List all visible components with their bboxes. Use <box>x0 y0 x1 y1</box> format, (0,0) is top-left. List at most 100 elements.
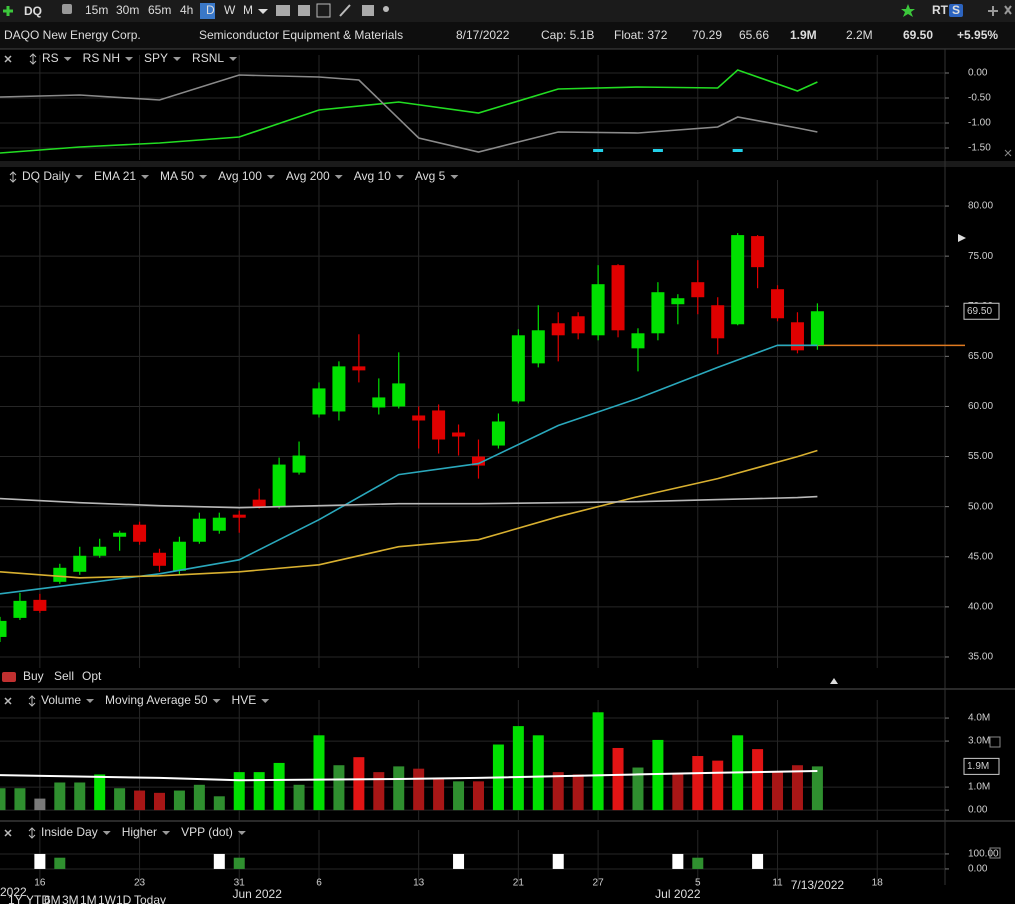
dropdown-icon[interactable] <box>334 175 343 179</box>
legend-entry[interactable]: Inside Day <box>41 825 98 839</box>
dropdown-icon[interactable] <box>237 831 246 835</box>
interval-button[interactable]: M <box>243 3 253 17</box>
interval-button[interactable]: 15m <box>85 3 108 17</box>
close-icon[interactable] <box>1004 5 1012 15</box>
settings-icon[interactable] <box>1004 149 1012 157</box>
close-panel-icon[interactable] <box>4 55 12 63</box>
candle-body <box>392 383 406 407</box>
dropdown-icon[interactable] <box>125 57 134 61</box>
dropdown-icon[interactable] <box>102 831 111 835</box>
y-tick-label: 35.00 <box>968 652 993 663</box>
legend-entry[interactable]: DQ Daily <box>22 169 70 183</box>
legend-entry[interactable]: Avg 100 <box>218 169 262 183</box>
resize-icon[interactable] <box>9 171 17 183</box>
x-tick-label: 27 <box>593 878 605 889</box>
interval-button[interactable]: D <box>206 3 215 17</box>
period-button[interactable]: 1W <box>98 893 117 904</box>
bar <box>552 853 564 869</box>
scroll-marker <box>830 678 838 684</box>
legend-entry[interactable]: VPP (dot) <box>181 825 233 839</box>
close-panel-icon[interactable] <box>4 829 12 837</box>
settings-icon[interactable] <box>989 736 1001 748</box>
legend-entry[interactable]: EMA 21 <box>94 169 136 183</box>
tool-icon[interactable] <box>276 5 290 16</box>
interval-button[interactable]: 30m <box>116 3 139 17</box>
order-button[interactable]: Buy <box>23 669 44 683</box>
period-button[interactable]: 1Y <box>8 893 23 904</box>
interval-button[interactable]: 65m <box>148 3 171 17</box>
candle-body <box>152 552 166 566</box>
resize-icon[interactable] <box>29 53 37 65</box>
resize-icon[interactable] <box>28 695 36 707</box>
toolbar-badge[interactable]: S <box>952 3 960 17</box>
period-button[interactable]: Today <box>134 893 166 904</box>
quote-float: Float: 372 <box>614 28 668 42</box>
bar <box>293 784 305 811</box>
resize-icon[interactable] <box>28 827 36 839</box>
s-badge[interactable] <box>949 4 963 17</box>
legend-entry[interactable]: Volume <box>41 693 81 707</box>
year-label: 2022 <box>0 885 27 899</box>
x-tick-label: 13 <box>413 878 425 889</box>
settings-icon[interactable] <box>989 847 1001 859</box>
move-icon[interactable] <box>988 6 998 16</box>
legend-entry[interactable]: HVE <box>232 693 257 707</box>
dropdown-icon[interactable] <box>258 9 268 14</box>
dropdown-icon[interactable] <box>75 175 84 179</box>
order-icon[interactable] <box>2 672 16 682</box>
bar <box>0 788 6 811</box>
order-button[interactable]: Sell <box>54 669 74 683</box>
legend-entry[interactable]: MA 50 <box>160 169 194 183</box>
toolbar-badge[interactable]: RT <box>932 3 949 17</box>
bar <box>153 792 165 811</box>
candle-body <box>33 599 47 611</box>
legend-entry[interactable]: Avg 10 <box>354 169 391 183</box>
add-icon[interactable] <box>3 6 13 16</box>
interval-button[interactable]: 4h <box>180 3 193 17</box>
dropdown-icon[interactable] <box>229 57 238 61</box>
dropdown-icon[interactable] <box>266 175 275 179</box>
candle-body <box>611 265 625 331</box>
dropdown-icon[interactable] <box>261 699 270 703</box>
legend-entry[interactable]: SPY <box>144 51 168 65</box>
legend-entry[interactable]: Higher <box>122 825 157 839</box>
menu-icon[interactable] <box>62 4 72 14</box>
dropdown-icon[interactable] <box>212 699 221 703</box>
candle-body <box>252 499 266 507</box>
dropdown-icon[interactable] <box>173 57 182 61</box>
legend-entry[interactable]: Moving Average 50 <box>105 693 208 707</box>
order-button[interactable]: Opt <box>82 669 102 683</box>
legend-entry[interactable]: RSNL <box>192 51 224 65</box>
dropdown-icon[interactable] <box>199 175 208 179</box>
bar <box>433 777 445 811</box>
tool-icon[interactable] <box>298 5 310 16</box>
legend-entry[interactable]: Avg 5 <box>415 169 446 183</box>
candle-body <box>332 366 346 412</box>
bar <box>772 770 784 811</box>
tool-icon[interactable] <box>362 5 374 16</box>
dropdown-icon[interactable] <box>395 175 404 179</box>
legend-entry[interactable]: RS <box>42 51 59 65</box>
legend-entry[interactable]: Avg 200 <box>286 169 330 183</box>
tool-icon[interactable] <box>383 6 389 12</box>
dropdown-icon[interactable] <box>450 175 459 179</box>
dropdown-icon[interactable] <box>162 831 171 835</box>
bar <box>233 772 245 811</box>
dropdown-icon[interactable] <box>86 699 95 703</box>
dropdown-icon[interactable] <box>141 175 150 179</box>
period-button[interactable]: 1M <box>80 893 97 904</box>
period-button[interactable]: 1D <box>116 893 132 904</box>
period-button[interactable]: YTD <box>26 893 50 904</box>
draw-icon[interactable] <box>339 4 351 17</box>
period-button[interactable]: 6M <box>44 893 61 904</box>
period-button[interactable]: 3M <box>62 893 79 904</box>
star-icon[interactable] <box>901 4 915 17</box>
dropdown-icon[interactable] <box>63 57 72 61</box>
bar <box>453 853 465 869</box>
bar <box>94 774 106 811</box>
legend-entry[interactable]: RS NH <box>83 51 120 65</box>
close-panel-icon[interactable] <box>4 697 12 705</box>
interval-button[interactable]: W <box>224 3 236 17</box>
tool-icon[interactable] <box>316 3 331 18</box>
